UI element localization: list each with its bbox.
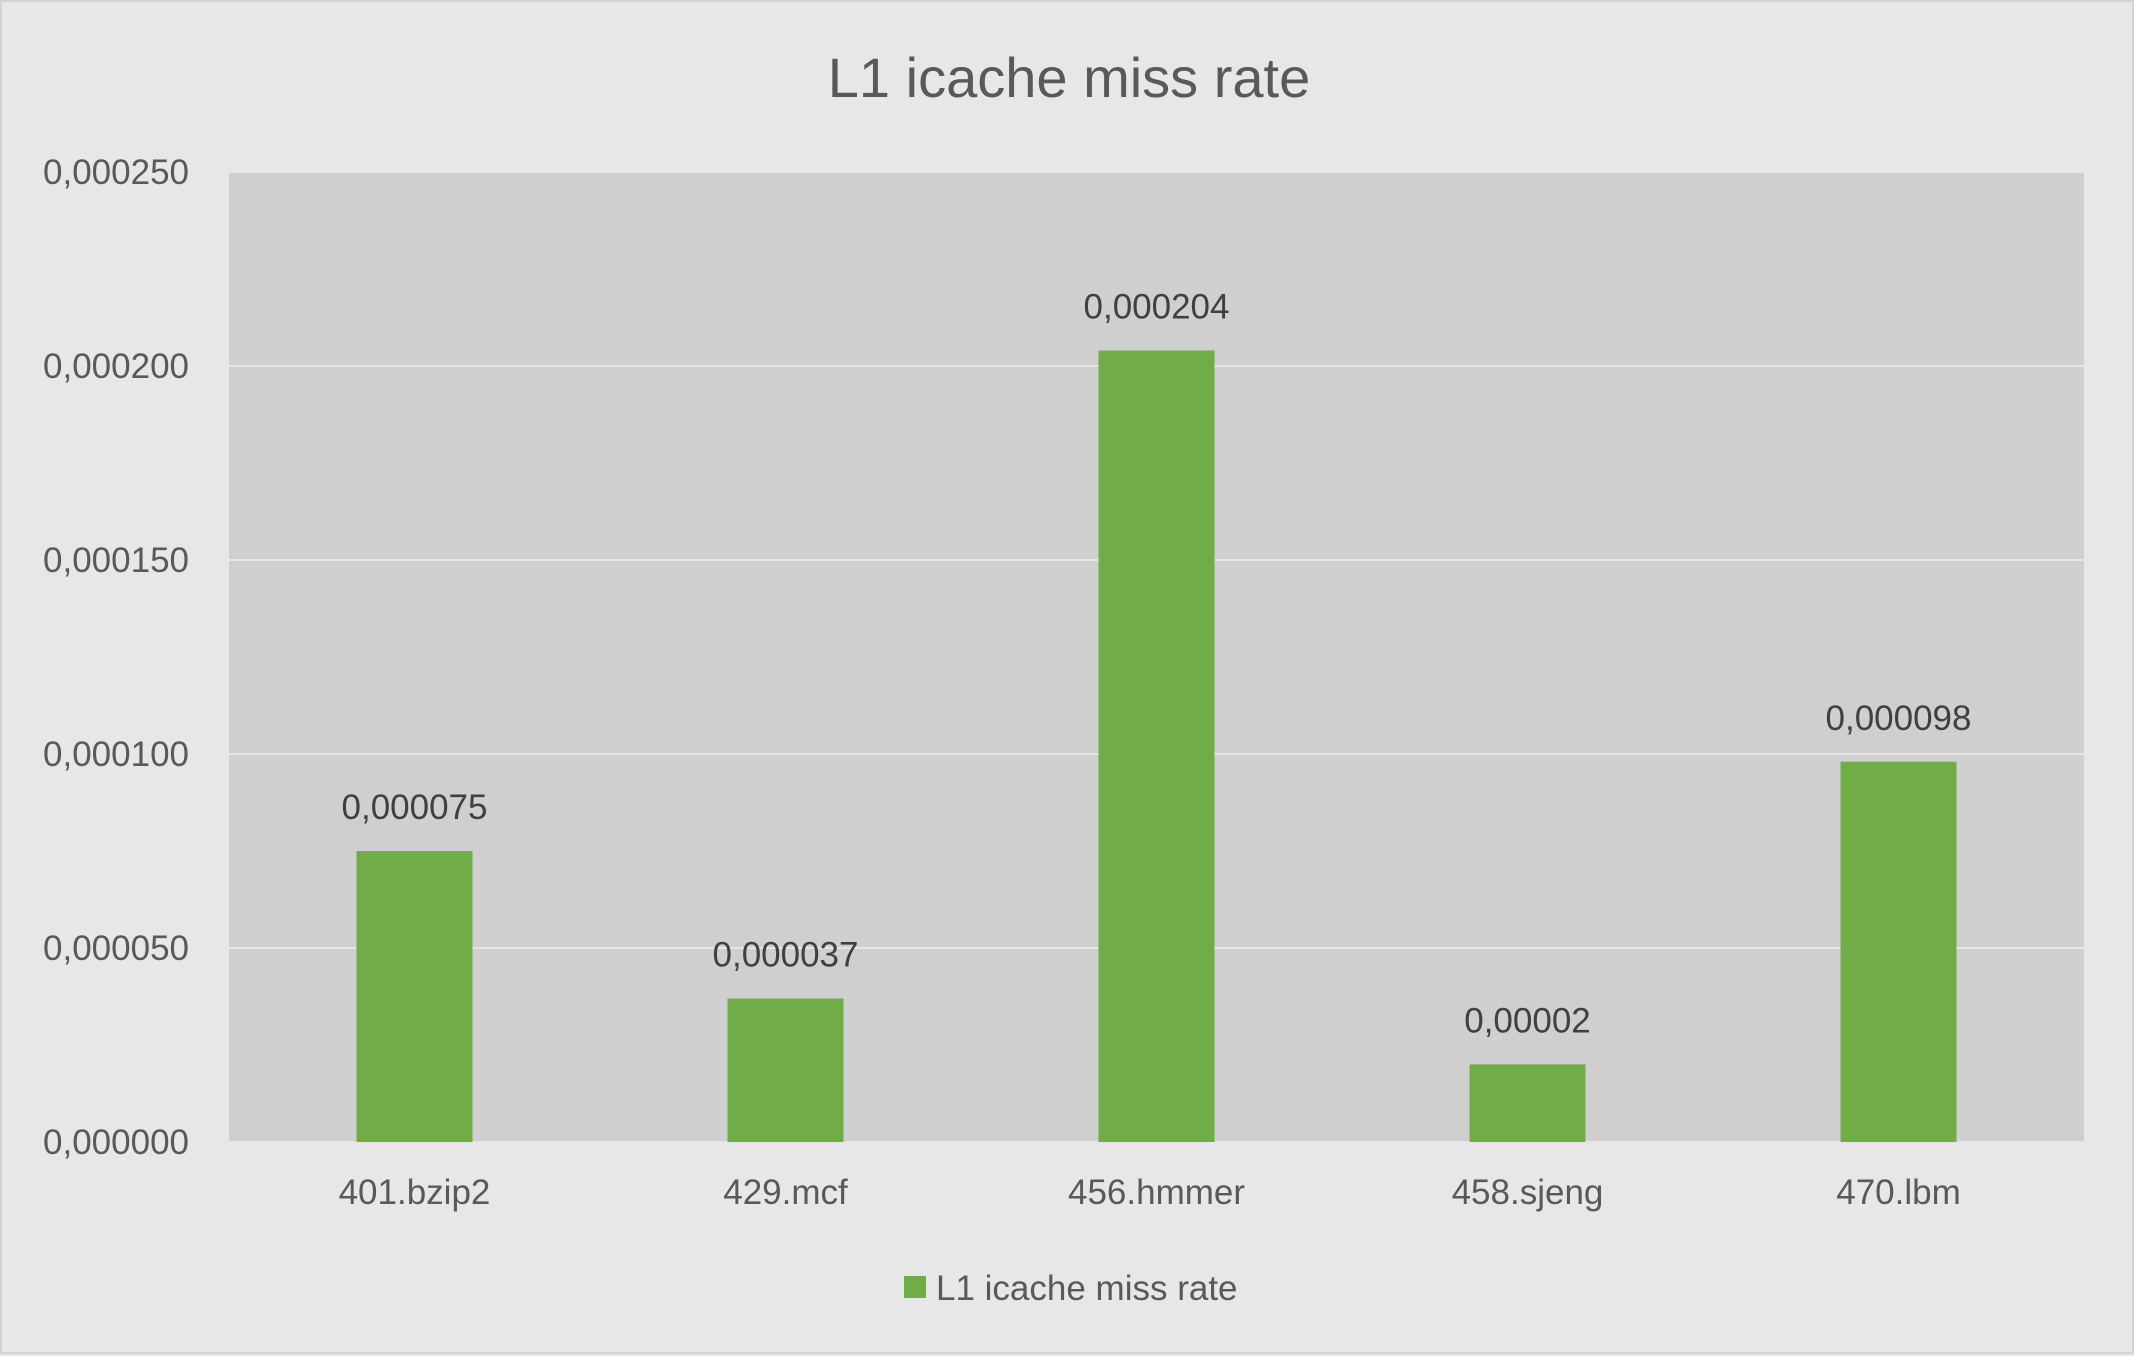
chart-title: L1 icache miss rate (828, 46, 1310, 109)
data-label: 0,000037 (713, 935, 859, 974)
y-tick-label: 0,000250 (43, 153, 189, 192)
legend-label: L1 icache miss rate (936, 1269, 1238, 1308)
y-tick-label: 0,000150 (43, 541, 189, 580)
data-labels: 0,000075 0,000037 0,000204 0,00002 0,000098 (342, 287, 1972, 1040)
x-tick-label: 401.bzip2 (339, 1173, 491, 1212)
bar (1469, 1064, 1586, 1142)
y-tick-label: 0,000050 (43, 929, 189, 968)
bars (356, 350, 1957, 1143)
bar (1840, 761, 1957, 1142)
x-tick-label: 429.mcf (723, 1173, 848, 1212)
y-tick-label: 0,000200 (43, 347, 189, 386)
x-tick-label: 456.hmmer (1068, 1173, 1245, 1212)
legend-swatch (904, 1276, 926, 1298)
x-tick-label: 458.sjeng (1452, 1173, 1604, 1212)
data-label: 0,000204 (1084, 287, 1230, 326)
legend: L1 icache miss rate (904, 1269, 1238, 1308)
x-axis: 401.bzip2 429.mcf 456.hmmer 458.sjeng 470.lb… (339, 1173, 1961, 1212)
y-axis: 0,000000 0,000050 0,000100 0,000150 0,000200… (43, 153, 189, 1162)
y-tick-label: 0,000000 (43, 1123, 189, 1162)
data-label: 0,000098 (1826, 699, 1972, 738)
y-tick-label: 0,000100 (43, 735, 189, 774)
data-label: 0,00002 (1464, 1001, 1591, 1040)
bar (1098, 350, 1215, 1143)
bar (727, 998, 844, 1142)
bar (356, 851, 473, 1142)
data-label: 0,000075 (342, 788, 488, 827)
x-tick-label: 470.lbm (1836, 1173, 1961, 1212)
